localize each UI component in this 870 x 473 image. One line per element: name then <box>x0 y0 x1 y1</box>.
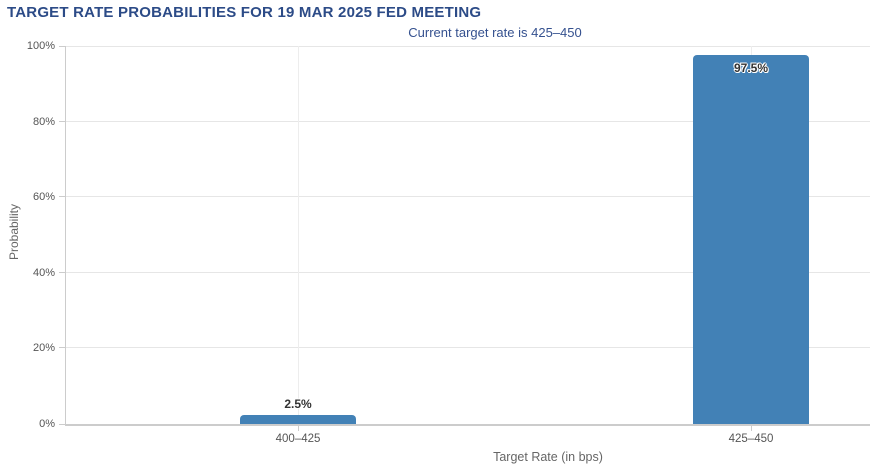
y-tick-label: 20% <box>32 342 55 355</box>
y-axis-tick-labels: 0% 20% 40% 60% 80% 100% <box>0 40 58 430</box>
x-category-label: 400–425 <box>275 433 321 445</box>
bar-425-450[interactable] <box>693 55 809 424</box>
gridline-40 <box>66 271 870 273</box>
gridline-80 <box>66 120 870 122</box>
bar-400-425[interactable] <box>240 414 356 424</box>
bar-value-label: 97.5% <box>733 61 769 76</box>
y-tick <box>59 46 65 47</box>
y-tick <box>59 347 65 349</box>
category-line-400-425 <box>298 46 299 424</box>
chart-subtitle: Current target rate is 425–450 <box>408 25 582 40</box>
bar-value-label: 2.5% <box>284 396 312 411</box>
y-tick-label: 0% <box>39 418 55 430</box>
x-axis-title: Target Rate (in bps) <box>493 450 603 464</box>
y-tick <box>59 271 65 273</box>
gridline-100 <box>66 46 870 47</box>
gridline-60 <box>66 196 870 198</box>
x-tick <box>298 426 299 431</box>
y-tick <box>59 120 65 122</box>
y-tick-label: 40% <box>32 266 55 279</box>
x-category-label: 425–450 <box>728 433 774 445</box>
y-tick <box>59 424 65 425</box>
plot-area: 2.5% 97.5% 400–425 425–450 <box>59 46 870 445</box>
y-tick-label: 100% <box>26 40 55 52</box>
y-tick <box>59 196 65 198</box>
gridline-20 <box>66 347 870 349</box>
chart-title: TARGET RATE PROBABILITIES FOR 19 MAR 202… <box>7 4 482 21</box>
y-tick-label: 60% <box>32 191 55 204</box>
x-tick <box>751 426 752 431</box>
y-tick-label: 80% <box>32 115 55 128</box>
